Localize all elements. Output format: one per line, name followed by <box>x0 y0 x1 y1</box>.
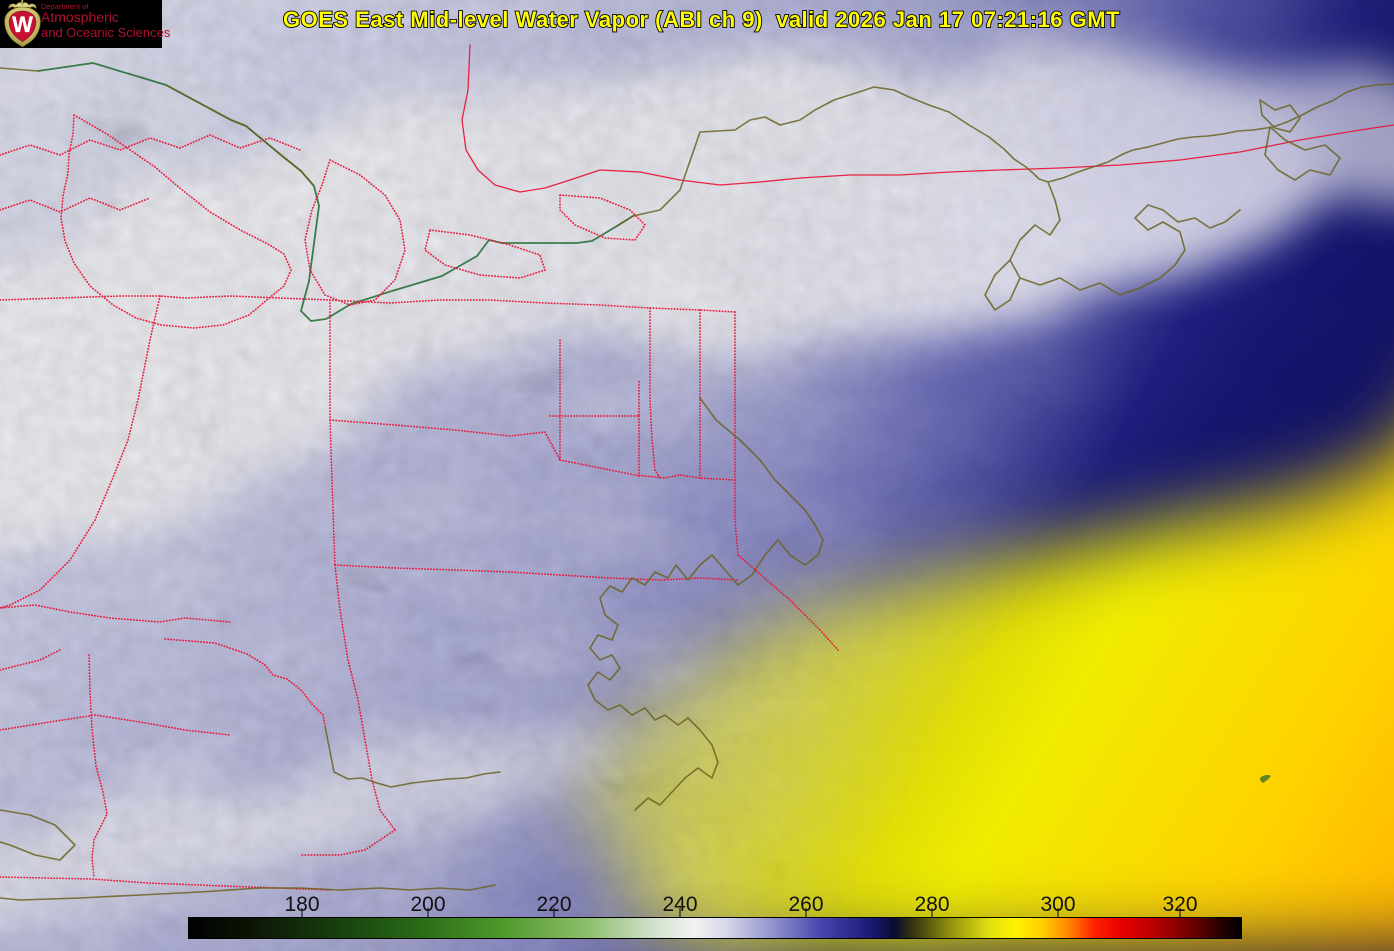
svg-text:W: W <box>12 12 33 37</box>
